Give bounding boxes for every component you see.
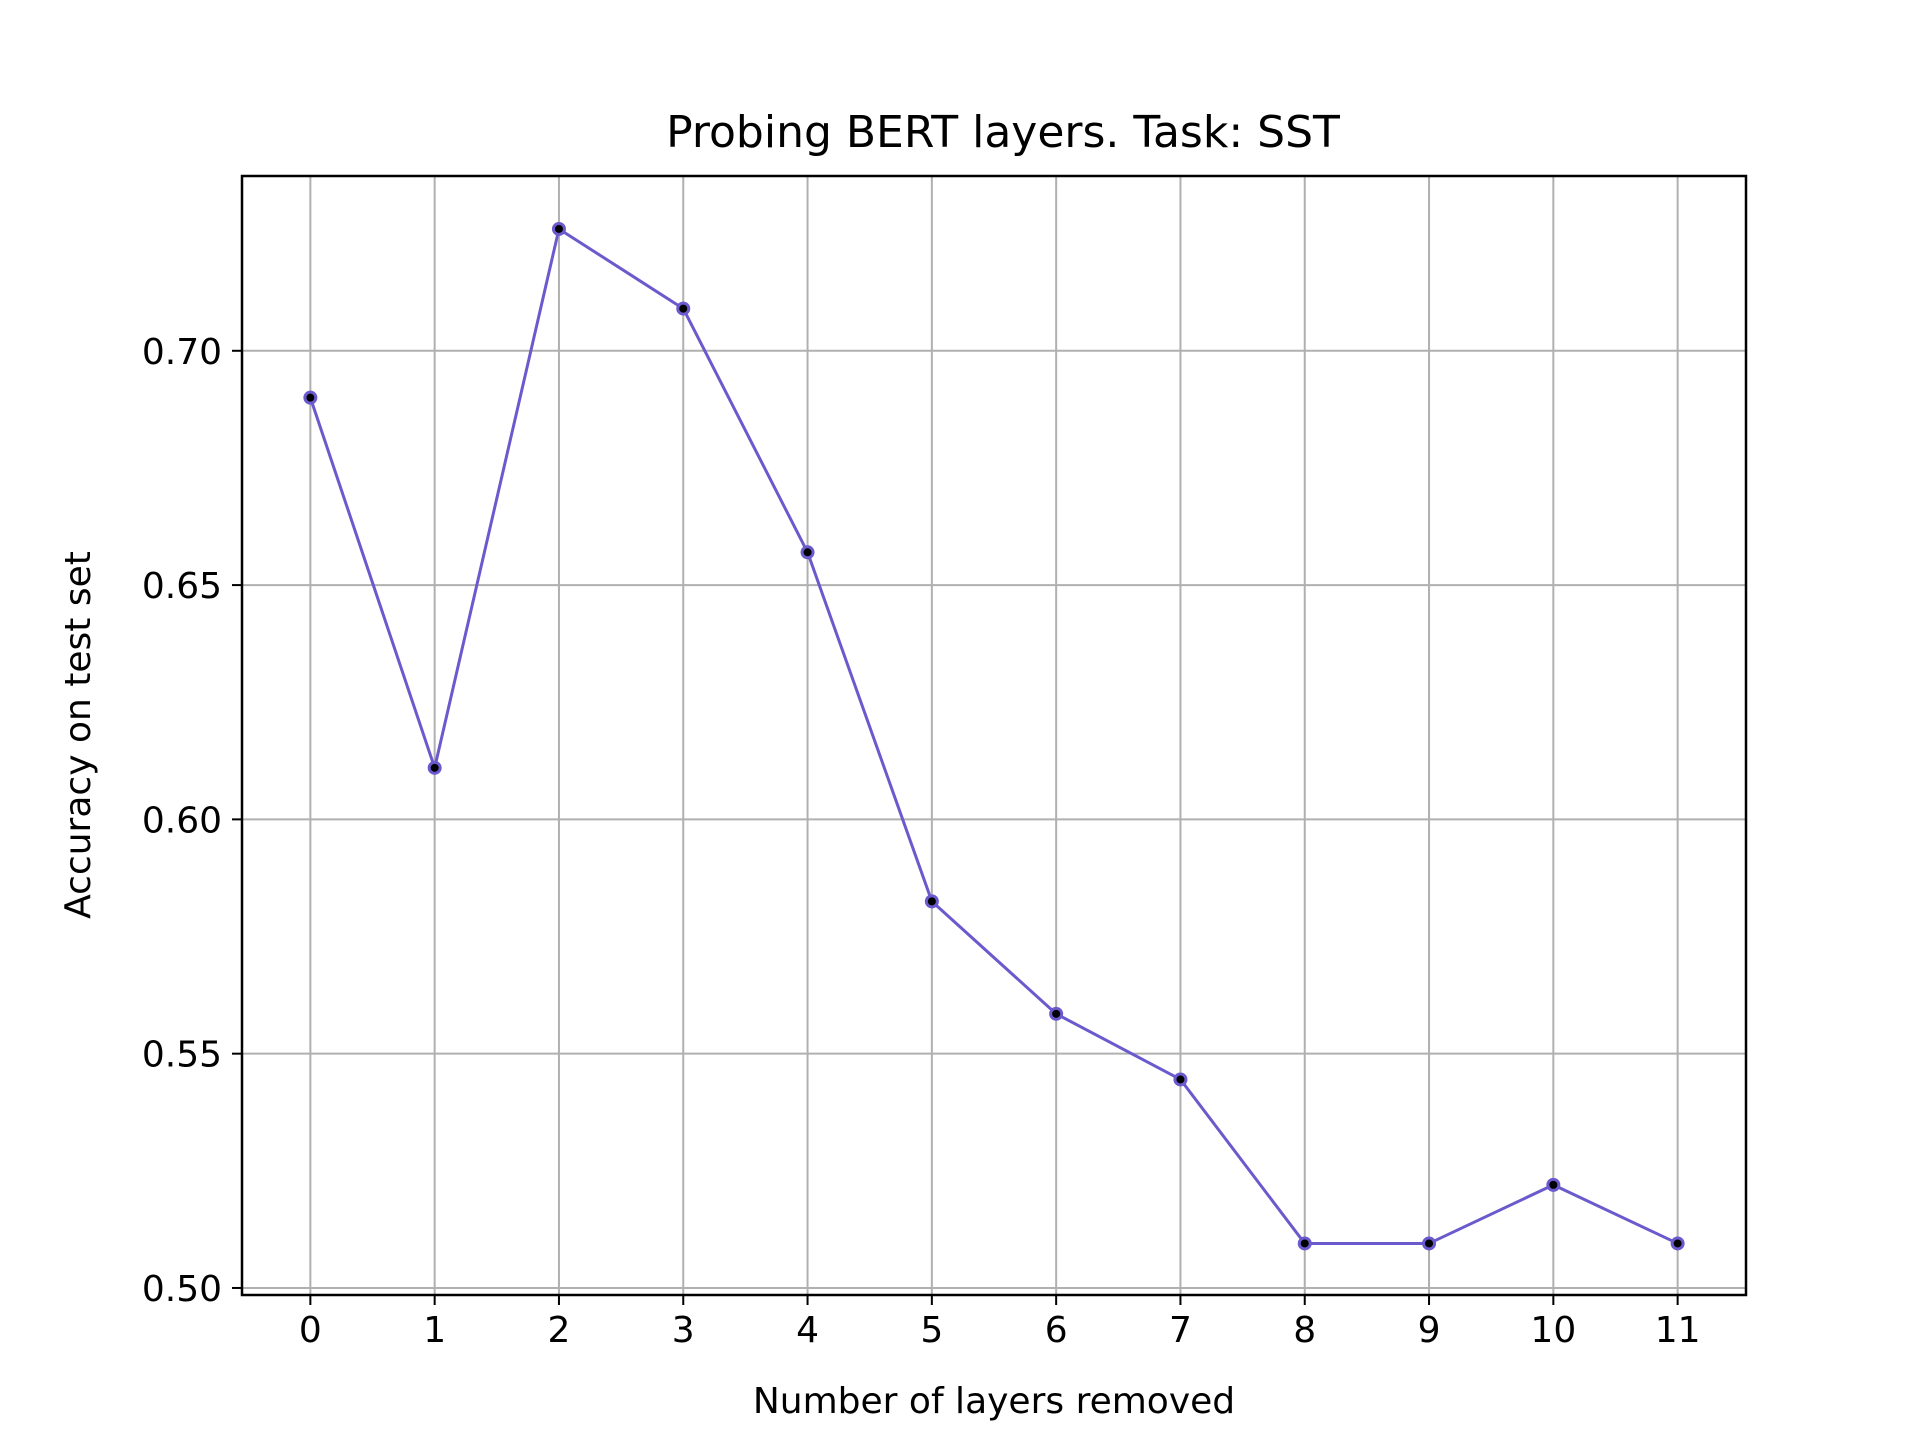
y-tick-label: 0.50 [142,1269,222,1310]
x-tick-label: 6 [1045,1310,1068,1351]
x-tick-label: 1 [423,1310,446,1351]
data-point [1670,1236,1685,1251]
x-tick-label: 8 [1293,1310,1316,1351]
data-point [676,301,691,316]
x-tick-label: 9 [1418,1310,1441,1351]
chart-title: Probing BERT layers. Task: SST [666,107,1340,158]
data-point [1546,1177,1561,1192]
y-axis-label: Accuracy on test set [58,551,99,919]
x-tick-label: 4 [796,1310,819,1351]
axes [232,174,1748,1305]
data-point [1422,1236,1437,1251]
y-tick-label: 0.70 [142,332,222,373]
data-point [303,390,318,405]
data-point [551,221,566,236]
series [303,221,1685,1251]
x-tick-label: 5 [920,1310,943,1351]
series-line [308,227,1679,1245]
grid [242,176,1746,1295]
data-point [427,760,442,775]
x-tick-label: 0 [299,1310,322,1351]
data-point [1173,1072,1188,1087]
x-tick-label: 7 [1169,1310,1192,1351]
x-tick-label: 2 [548,1310,571,1351]
tick-labels: 0 1 2 3 4 5 6 7 8 9 10 11 0.50 0.55 0.60 0.65 0.70 [142,332,1701,1351]
plot-frame [240,174,1748,1297]
data-point [800,545,815,560]
y-tick-label: 0.55 [142,1035,222,1076]
x-axis-label: Number of layers removed [753,1381,1235,1422]
data-point [1297,1236,1312,1251]
data-point [1049,1006,1064,1021]
x-tick-label: 10 [1530,1310,1576,1351]
data-point [924,894,939,909]
x-tick-label: 3 [672,1310,695,1351]
y-tick-label: 0.60 [142,800,222,841]
y-tick-label: 0.65 [142,566,222,607]
x-tick-label: 11 [1655,1310,1701,1351]
